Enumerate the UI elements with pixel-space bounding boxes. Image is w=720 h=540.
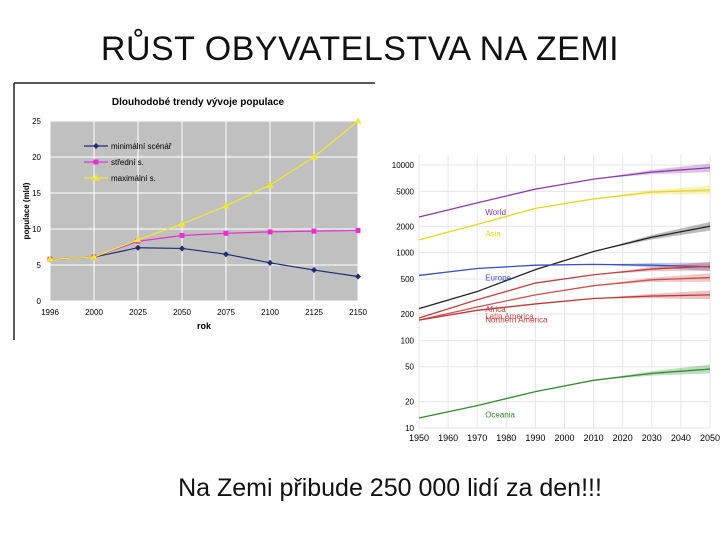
x-tick-label: 1980 (496, 433, 516, 443)
x-tick-label: 2030 (642, 433, 662, 443)
legend-marker (92, 174, 100, 181)
data-point (178, 220, 186, 227)
data-point (267, 229, 273, 235)
x-tick-labels: 1996 2000 2025 2050 2075 2100 2125 2150 (41, 308, 367, 317)
data-point (179, 232, 185, 238)
gridlines (49, 120, 359, 302)
x-axis-label: rok (197, 321, 212, 331)
y-tick-label: 20 (405, 398, 414, 407)
x-tick-label: 2075 (217, 308, 235, 317)
data-point (311, 267, 317, 274)
y-tick-label: 20 (32, 153, 41, 162)
series-line (418, 294, 711, 321)
data-point (266, 181, 274, 188)
series-label: Asia (485, 229, 501, 238)
gridlines (418, 155, 711, 429)
data-point (355, 273, 361, 280)
x-tick-label: 1990 (525, 433, 545, 443)
series-label: Oceania (485, 411, 515, 420)
x-tick-label: 2050 (700, 433, 720, 443)
y-tick-label: 0 (37, 297, 42, 306)
series-line (49, 247, 359, 278)
y-tick-label: 25 (32, 117, 41, 126)
series-line (418, 265, 711, 319)
slide-title: RŮST OBYVATELSTVA NA ZEMI (100, 30, 620, 68)
x-tick-label: 2010 (584, 433, 604, 443)
y-tick-label: 200 (401, 310, 415, 319)
x-tick-label: 2040 (671, 433, 691, 443)
x-tick-label: 1950 (409, 433, 429, 443)
data-point (135, 244, 141, 251)
legend-marker (93, 143, 99, 149)
y-tick-label: 500 (401, 275, 415, 284)
y-tick-label: 5000 (396, 187, 414, 196)
series-label: Northern America (485, 315, 548, 324)
series-line (49, 120, 359, 260)
data-point (134, 236, 142, 243)
data-point (267, 259, 273, 266)
legend-label: maximální s. (111, 174, 156, 183)
y-tick-labels: 10 20 50 100 200 500 1000 2000 5000 10000 (392, 161, 415, 433)
x-tick-label: 2100 (261, 308, 279, 317)
y-tick-label: 50 (405, 363, 414, 372)
series-label: World (485, 208, 506, 217)
legend-label: minimální scénář (111, 142, 172, 151)
data-point (179, 245, 185, 252)
series-line (418, 276, 711, 321)
x-tick-label: 2025 (129, 308, 147, 317)
x-tick-label: 2050 (173, 308, 191, 317)
data-point (223, 230, 229, 236)
population-trends-chart: Dlouhodobé trendy vývoje populace popula… (13, 82, 375, 340)
x-tick-label: 1960 (438, 433, 458, 443)
y-tick-label: 1000 (396, 249, 414, 258)
x-tick-label: 2000 (554, 433, 574, 443)
series-label: Europe (485, 273, 511, 282)
series-line (418, 225, 711, 310)
data-point (311, 228, 317, 234)
y-tick-label: 10 (32, 225, 41, 234)
y-tick-label: 5 (37, 261, 42, 270)
y-axis-label: populace (mld) (22, 182, 31, 239)
x-tick-label: 1996 (41, 308, 59, 317)
plot-area (50, 121, 358, 301)
data-point (46, 255, 54, 262)
series-line (418, 368, 711, 419)
data-point (355, 227, 361, 233)
x-tick-label: 1970 (467, 433, 487, 443)
chart-title: Dlouhodobé trendy vývoje populace (112, 97, 285, 108)
x-tick-label: 2125 (305, 308, 323, 317)
y-tick-label: 15 (32, 189, 41, 198)
data-point (222, 202, 230, 209)
legend: minimální scénář střední s. maximální s. (84, 142, 172, 183)
y-tick-label: 10 (405, 424, 414, 433)
data-point (90, 253, 98, 260)
y-tick-label: 100 (401, 336, 415, 345)
x-tick-label: 2020 (613, 433, 633, 443)
y-tick-labels: 0 5 10 15 20 25 (32, 117, 41, 306)
data-point (310, 153, 318, 160)
legend-marker (93, 159, 99, 165)
series-label: Latin America (485, 312, 534, 321)
series-line (418, 167, 711, 218)
x-tick-labels: 1950 1960 1970 1980 1990 2000 2010 2020 2030 2040… (409, 433, 720, 443)
series-line (418, 263, 711, 277)
caption: Na Zemi přibude 250 000 lidí za den!!! (178, 474, 602, 502)
data-point (354, 117, 362, 124)
x-tick-label: 2150 (349, 308, 367, 317)
series-group (46, 117, 362, 280)
y-tick-label: 2000 (396, 222, 414, 231)
y-tick-label: 10000 (392, 161, 415, 170)
data-point (223, 251, 229, 258)
series-line (418, 189, 711, 241)
legend-label: střední s. (111, 158, 144, 167)
x-tick-label: 2000 (85, 308, 103, 317)
series-label: Africa (485, 305, 506, 314)
